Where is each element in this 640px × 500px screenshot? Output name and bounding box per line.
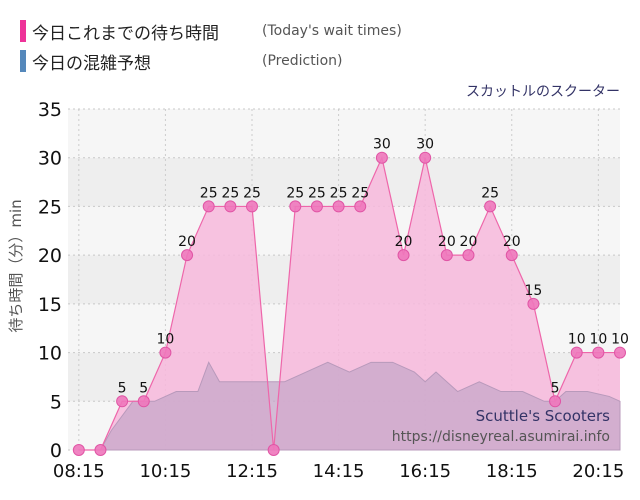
data-label: 25 xyxy=(351,185,369,201)
today-line xyxy=(78,155,620,451)
data-label: 25 xyxy=(330,185,348,201)
data-label: 5 xyxy=(118,380,127,396)
x-tick-label: 14:15 xyxy=(313,461,365,482)
today-point xyxy=(484,200,497,213)
today-point xyxy=(181,249,194,262)
x-tick-label: 16:15 xyxy=(399,461,451,482)
data-label: 30 xyxy=(416,137,434,153)
y-tick-label: 20 xyxy=(38,245,62,267)
data-label: 20 xyxy=(503,234,521,250)
data-label: 20 xyxy=(438,234,456,250)
today-point xyxy=(549,395,562,408)
today-point xyxy=(310,200,323,213)
today-point xyxy=(419,151,432,164)
today-point xyxy=(94,444,107,456)
today-point xyxy=(332,200,345,213)
today-point xyxy=(289,200,302,213)
legend-item-today: 今日これまでの待ち時間 (Today's wait times) xyxy=(20,20,402,44)
legend-label-today: 今日これまでの待ち時間 xyxy=(32,23,219,44)
data-label: 25 xyxy=(243,185,261,201)
today-point xyxy=(224,200,237,213)
x-tick-label: 20:15 xyxy=(572,461,624,482)
data-label: 15 xyxy=(524,283,542,299)
y-tick-label: 0 xyxy=(50,440,62,462)
data-label: 5 xyxy=(551,380,560,396)
today-point xyxy=(592,346,605,359)
data-label: 20 xyxy=(178,234,196,250)
legend-swatch-prediction xyxy=(20,50,26,72)
chart-title: スカットルのスクーター xyxy=(466,84,620,100)
x-tick-label: 12:15 xyxy=(226,461,278,482)
legend-item-prediction: 今日の混雑予想 (Prediction) xyxy=(20,50,343,74)
data-label: 25 xyxy=(481,185,499,201)
legend-note-prediction: (Prediction) xyxy=(262,53,343,69)
today-point xyxy=(137,395,150,408)
today-point xyxy=(527,297,540,310)
x-tick-label: 08:15 xyxy=(53,461,105,482)
y-tick-label: 25 xyxy=(38,196,62,218)
data-label: 30 xyxy=(373,137,391,153)
today-point xyxy=(159,346,172,359)
today-point xyxy=(267,444,280,456)
data-label: 10 xyxy=(611,332,629,348)
watermark-url: https://disneyreal.asumirai.info xyxy=(392,429,610,445)
today-point xyxy=(354,200,367,213)
today-point xyxy=(202,200,215,213)
y-tick-label: 15 xyxy=(38,294,62,316)
y-tick-label: 10 xyxy=(38,343,62,365)
plot-band xyxy=(68,109,620,158)
data-label: 20 xyxy=(460,234,478,250)
data-label: 10 xyxy=(589,332,607,348)
data-label: 5 xyxy=(139,380,148,396)
today-point xyxy=(570,346,583,359)
today-point xyxy=(375,151,388,164)
today-point xyxy=(246,200,258,213)
plot-band xyxy=(68,157,620,207)
y-tick-label: 30 xyxy=(38,148,62,170)
data-label: 25 xyxy=(221,185,239,201)
x-tick-label: 10:15 xyxy=(139,461,191,482)
watermark-name: Scuttle's Scooters xyxy=(476,407,611,425)
y-axis-label: 待ち時間（分）min xyxy=(7,199,25,332)
legend-swatch-today xyxy=(20,20,26,42)
data-label: 10 xyxy=(156,332,174,348)
data-label: 25 xyxy=(308,185,326,201)
y-tick-label: 35 xyxy=(38,99,62,121)
y-tick-label: 5 xyxy=(50,391,62,413)
today-point xyxy=(505,249,518,262)
today-point xyxy=(462,249,475,262)
today-point xyxy=(72,444,85,456)
today-point xyxy=(614,346,626,359)
today-point xyxy=(440,249,453,262)
today-point xyxy=(116,395,129,408)
legend-note-today: (Today's wait times) xyxy=(262,23,402,39)
legend-label-prediction: 今日の混雑予想 xyxy=(32,53,151,74)
data-label: 25 xyxy=(286,185,304,201)
x-tick-label: 18:15 xyxy=(486,461,538,482)
prediction-area xyxy=(78,361,621,451)
data-label: 10 xyxy=(568,332,586,348)
data-label: 20 xyxy=(395,234,413,250)
data-label: 25 xyxy=(200,185,218,201)
today-point xyxy=(397,249,410,262)
